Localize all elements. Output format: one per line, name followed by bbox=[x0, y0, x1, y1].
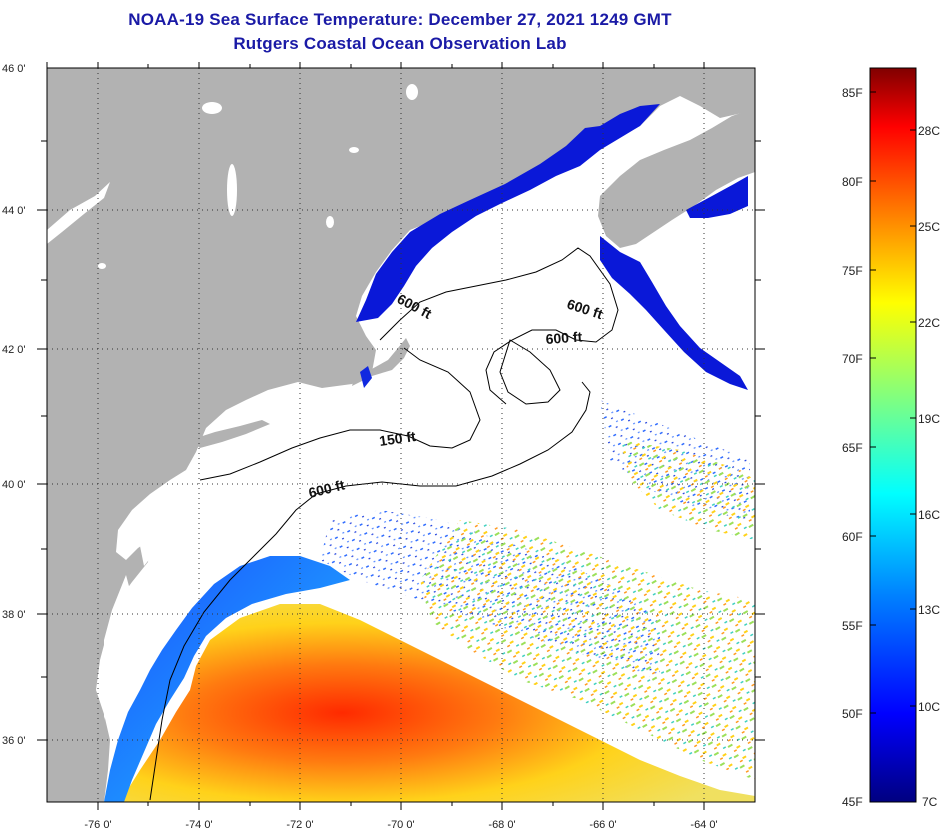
lake-champlain bbox=[227, 164, 237, 216]
colorbar-label-50f: 50F bbox=[842, 707, 863, 721]
sst-nova-scotia-shelf-cold bbox=[600, 236, 748, 390]
contour-label-150: 150 ft bbox=[378, 428, 417, 449]
map-subtitle: Rutgers Coastal Ocean Observation Lab bbox=[233, 34, 567, 53]
lon-label-74: -74 0' bbox=[185, 819, 212, 831]
lat-label-36: 36 0' bbox=[2, 735, 26, 747]
colorbar-label-19c: 19C bbox=[918, 412, 940, 426]
lat-label-44: 44 0' bbox=[2, 205, 26, 217]
contour-label-600-georges: 600 ft bbox=[545, 328, 583, 347]
lon-label-76: -76 0' bbox=[84, 819, 111, 831]
colorbar-label-28c: 28C bbox=[918, 124, 940, 138]
contour-line-150 bbox=[199, 347, 481, 481]
colorbar-label-10c: 10C bbox=[918, 700, 940, 714]
lon-label-70: -70 0' bbox=[387, 819, 414, 831]
colorbar-label-25c: 25C bbox=[918, 220, 940, 234]
contour-line-georges-inner bbox=[499, 339, 561, 405]
contour-line-600-gom bbox=[379, 247, 619, 405]
lon-label-72: -72 0' bbox=[286, 819, 313, 831]
sst-gulf-stream-warm bbox=[120, 604, 755, 802]
sst-gulf-of-maine-cold bbox=[356, 104, 660, 322]
bathymetry-contours bbox=[149, 247, 619, 801]
sst-warm-speckle-east bbox=[420, 520, 755, 780]
lat-label-38: 38 0' bbox=[2, 609, 26, 621]
colorbar-label-70f: 70F bbox=[842, 352, 863, 366]
colorbar-label-65f: 65F bbox=[842, 441, 863, 455]
colorbar-label-75f: 75F bbox=[842, 264, 863, 278]
lat-label-42: 42 0' bbox=[2, 344, 26, 356]
lon-label-68: -68 0' bbox=[488, 819, 515, 831]
colorbar-label-85f: 85F bbox=[842, 86, 863, 100]
colorbar-label-22c: 22C bbox=[918, 316, 940, 330]
colorbar-label-45f: 45F bbox=[842, 795, 863, 809]
chesapeake-bay bbox=[104, 575, 130, 720]
colorbar-label-16c: 16C bbox=[918, 508, 940, 522]
lake-winnipesaukee bbox=[326, 216, 334, 228]
colorbar bbox=[869, 67, 917, 803]
colorbar-label-80f: 80F bbox=[842, 175, 863, 189]
map-plot-area bbox=[47, 68, 755, 802]
sst-warm-speckle-north bbox=[620, 440, 755, 540]
lat-lon-grid bbox=[47, 68, 755, 802]
colorbar-label-7c: 7C bbox=[922, 795, 938, 809]
sst-scotian-edge-cold bbox=[686, 176, 748, 218]
sst-coastal-cool-band bbox=[104, 556, 350, 802]
land-long-island bbox=[190, 420, 270, 448]
colorbar-label-13c: 13C bbox=[918, 603, 940, 617]
colorbar-f-ticks bbox=[870, 91, 916, 714]
lon-label-66: -66 0' bbox=[589, 819, 616, 831]
contour-line-600-shelf bbox=[149, 381, 591, 801]
lake-ontario bbox=[47, 182, 110, 244]
lat-label-40: 40 0' bbox=[2, 479, 26, 491]
land-nova-scotia bbox=[598, 108, 755, 248]
colorbar-label-55f: 55F bbox=[842, 619, 863, 633]
lake-small-2 bbox=[98, 263, 106, 269]
map-title: NOAA-19 Sea Surface Temperature: Decembe… bbox=[128, 10, 672, 29]
sst-cape-cod-cold bbox=[360, 366, 372, 388]
lat-label-46: 46 0' bbox=[2, 63, 26, 75]
land-us-northeast bbox=[47, 68, 755, 802]
colorbar-label-60f: 60F bbox=[842, 530, 863, 544]
lon-label-64: -64 0' bbox=[690, 819, 717, 831]
moosehead-lake bbox=[406, 84, 418, 100]
delaware-bay bbox=[140, 536, 160, 566]
frame-ticks bbox=[37, 62, 765, 810]
lake-small-3 bbox=[349, 147, 359, 153]
lake-small-1 bbox=[202, 102, 222, 114]
